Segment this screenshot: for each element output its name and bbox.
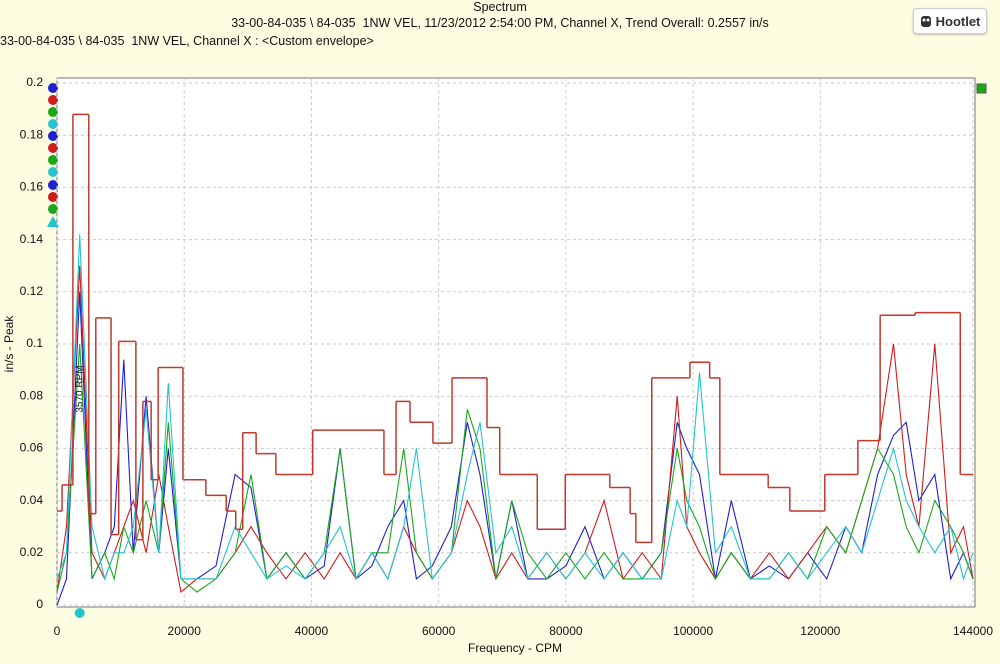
marker-dot: [48, 155, 58, 165]
y-tick-label: 0.18: [20, 127, 44, 141]
x-tick-label: 20000: [168, 624, 202, 638]
x-tick-label: 120000: [800, 624, 840, 638]
y-tick-label: 0.14: [20, 232, 44, 246]
marker-dot: [48, 204, 58, 214]
x-tick-label: 0: [54, 624, 61, 638]
left-markers: [47, 83, 59, 227]
chart: 0 0.02 0.04 0.06 0.08 0.1 0.12 0.14 0.16 0.18 0.2 0…: [2, 75, 993, 655]
marker-dot: [48, 119, 58, 129]
marker-dot: [48, 95, 58, 105]
hootlet-button[interactable]: Hootlet: [913, 8, 987, 34]
chart-subtitle: 33-00-84-035 \ 84-035 1NW VEL, 11/23/201…: [231, 16, 769, 30]
x-tick-label: 100000: [673, 624, 713, 638]
x-axis-label: Frequency - CPM: [468, 641, 562, 655]
marker-triangle: [47, 216, 59, 227]
marker-dot: [48, 192, 58, 202]
annotation: 3570 RPM: [74, 365, 85, 412]
y-tick-label: 0.1: [26, 336, 43, 350]
chart-title: Spectrum: [473, 0, 527, 14]
x-tick-label: 80000: [549, 624, 583, 638]
marker-dot: [48, 143, 58, 153]
spectrum-line: [56, 343, 974, 593]
marker-dot: [48, 180, 58, 190]
y-tick-label: 0: [36, 597, 43, 611]
marker-dot: [48, 131, 58, 141]
spectrum-line: [56, 291, 974, 606]
y-tick-label: 0.02: [20, 545, 44, 559]
marker-dot: [48, 107, 58, 117]
caption: 33-00-84-035 \ 84-035 1NW VEL, Channel X…: [0, 34, 374, 48]
rpm-marker: [74, 608, 85, 618]
plot-area: [56, 77, 976, 608]
y-tick-label: 0.12: [20, 284, 44, 298]
button-label: Hootlet: [935, 13, 981, 29]
owl-icon: [920, 16, 931, 27]
y-tick-label: 0.2: [26, 75, 43, 89]
y-tick-label: 0.04: [20, 493, 44, 507]
y-tick-label: 0.08: [20, 388, 44, 402]
y-axis-label: in/s - Peak: [2, 315, 16, 373]
y-tick-label: 0.06: [20, 441, 44, 455]
x-tick-label: 144000: [953, 624, 993, 638]
x-tick-label: 40000: [295, 624, 329, 638]
marker-dot: [48, 83, 58, 93]
x-tick-label: 60000: [422, 624, 456, 638]
marker-dot: [48, 167, 58, 177]
marker-square: [976, 83, 987, 94]
spectrum-line: [56, 234, 974, 581]
y-tick-label: 0.16: [20, 180, 44, 194]
